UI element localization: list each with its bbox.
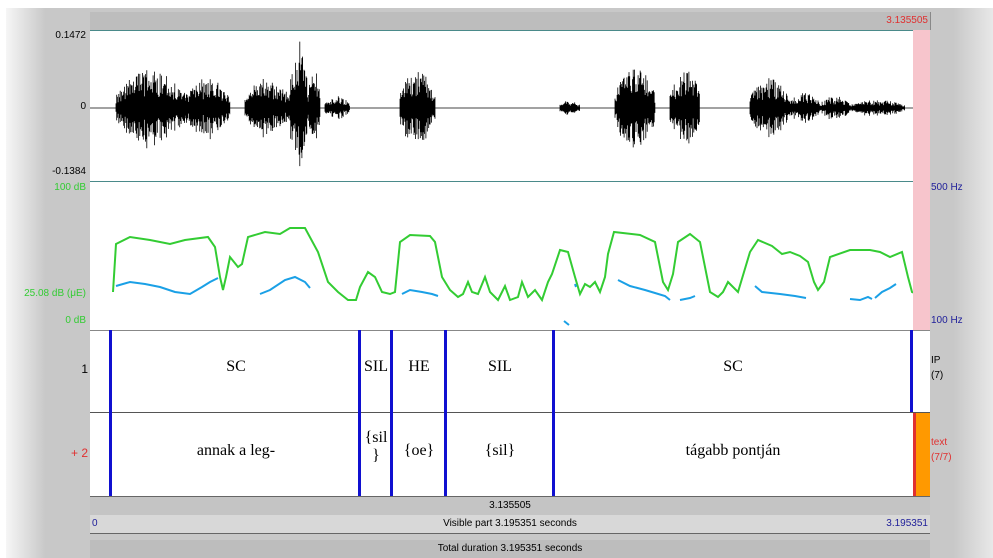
pitch-contour — [679, 295, 696, 301]
tier-1-name: IP — [931, 355, 941, 366]
tier-1-interval[interactable]: SIL — [364, 358, 388, 375]
tier-1-interval[interactable]: HE — [408, 358, 430, 375]
pitch-contour — [754, 285, 807, 299]
cursor-time-bar[interactable]: 3.135505 — [90, 496, 930, 516]
selection-cursor — [913, 413, 916, 497]
tier-2-interval[interactable]: tágabb pontján — [685, 442, 781, 459]
selected-interval-highlight — [913, 413, 930, 497]
interval-boundary[interactable] — [910, 330, 913, 412]
tier-1-interval[interactable]: SC — [226, 358, 246, 375]
pitch-contour — [849, 295, 873, 302]
intensity-contour — [112, 227, 918, 303]
tier-2-number[interactable]: + 2 — [70, 446, 88, 460]
pitch-contour — [617, 279, 671, 301]
tier-2-name: text — [931, 437, 948, 448]
tier-2-interval[interactable]: {sil} — [484, 442, 516, 459]
hz-top-label: 500 Hz — [931, 182, 963, 193]
tier-divider — [90, 412, 930, 413]
signal-min-label: -0.1384 — [52, 166, 86, 177]
selection-time-strip[interactable]: 3.135505 — [90, 12, 931, 30]
tier-2-interval[interactable]: annak a leg- — [196, 442, 276, 459]
signal-zero-label: 0 — [80, 101, 86, 112]
waveform-trace — [115, 41, 905, 167]
tier-2-interval[interactable]: {oe} — [403, 442, 435, 459]
tier-1-interval[interactable]: SC — [723, 358, 743, 375]
selection-highlight — [913, 30, 930, 330]
interval-boundary[interactable] — [444, 330, 447, 496]
visible-part-bar[interactable]: 0 Visible part 3.195351 seconds 3.195351 — [90, 515, 930, 534]
pitch-contour — [574, 283, 577, 288]
interval-boundary[interactable] — [552, 330, 555, 496]
tier-2-count: (7/7) — [931, 452, 952, 463]
db-bottom-label: 0 dB — [65, 315, 86, 326]
signal-max-label: 0.1472 — [55, 30, 86, 41]
visible-end: 3.195351 — [886, 518, 928, 529]
total-duration-bar[interactable]: Total duration 3.195351 seconds — [90, 540, 930, 558]
tier-1-number[interactable]: 1 — [81, 362, 88, 376]
pitch-contour — [563, 320, 570, 326]
db-mid-label: 25.08 dB (μE) — [24, 288, 86, 299]
visible-part-label: Visible part 3.195351 seconds — [443, 518, 577, 529]
selection-end-time: 3.135505 — [886, 15, 928, 26]
interval-boundary[interactable] — [390, 330, 393, 496]
textgrid-tiers[interactable]: SC SIL HE SIL SC annak a leg- {sil } {oe… — [90, 330, 930, 497]
interval-boundary[interactable] — [358, 330, 361, 496]
db-top-label: 100 dB — [54, 182, 86, 193]
interval-boundary[interactable] — [109, 330, 112, 496]
hz-bottom-label: 100 Hz — [931, 315, 963, 326]
visible-start: 0 — [92, 518, 98, 529]
waveform — [90, 41, 930, 167]
pitch-contour — [115, 277, 219, 296]
pitch-contour — [874, 283, 897, 299]
contours — [112, 227, 918, 326]
waveform-panel[interactable] — [90, 30, 930, 182]
tier-1-interval[interactable]: SIL — [488, 358, 512, 375]
tier-2-interval[interactable]: {sil } — [364, 429, 388, 464]
pitch-contour — [259, 275, 311, 295]
tier-1-count: (7) — [931, 370, 944, 381]
pitch-contour — [401, 288, 439, 297]
analysis-panel[interactable] — [90, 181, 930, 331]
